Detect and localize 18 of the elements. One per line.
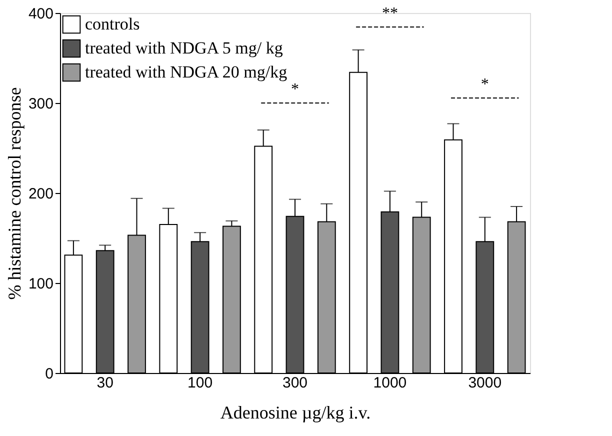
y-tick-label: 200: [28, 186, 54, 202]
x-tick-label: 30: [96, 374, 114, 392]
y-tick-label: 300: [28, 96, 54, 112]
x-axis-title: Adenosine µg/kg i.v.: [220, 402, 371, 422]
legend-label: controls: [85, 14, 140, 34]
y-tick-label: 100: [28, 276, 54, 292]
legend-label: treated with NDGA 20 mg/kg: [85, 62, 288, 82]
y-axis-title: % histamine control response: [4, 87, 24, 300]
x-tick-label: 1000: [373, 374, 407, 392]
x-tick-label: 3000: [468, 374, 502, 392]
annotation: *: [291, 81, 299, 98]
x-tick-label: 300: [282, 374, 308, 392]
annotation: *: [480, 76, 489, 93]
annotation: **: [382, 5, 398, 22]
y-tick-label: 400: [28, 6, 54, 22]
legend-label: treated with NDGA 5 mg/ kg: [85, 38, 284, 58]
x-tick-label: 100: [188, 374, 213, 392]
y-tick-label: 0: [45, 366, 54, 382]
